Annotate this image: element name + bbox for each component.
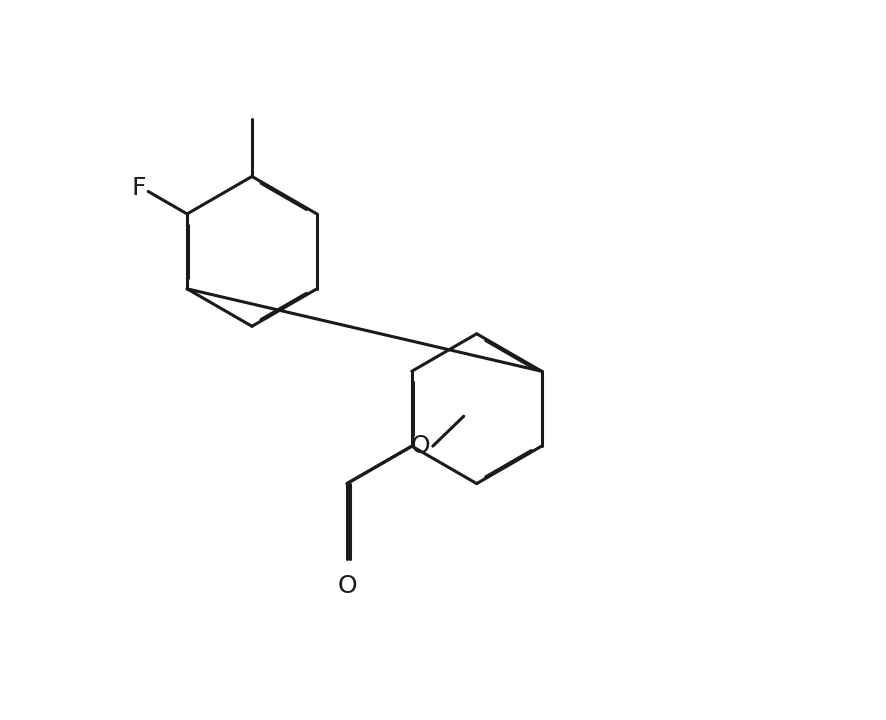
Text: O: O xyxy=(411,434,431,458)
Text: F: F xyxy=(131,176,145,200)
Text: O: O xyxy=(338,574,357,598)
